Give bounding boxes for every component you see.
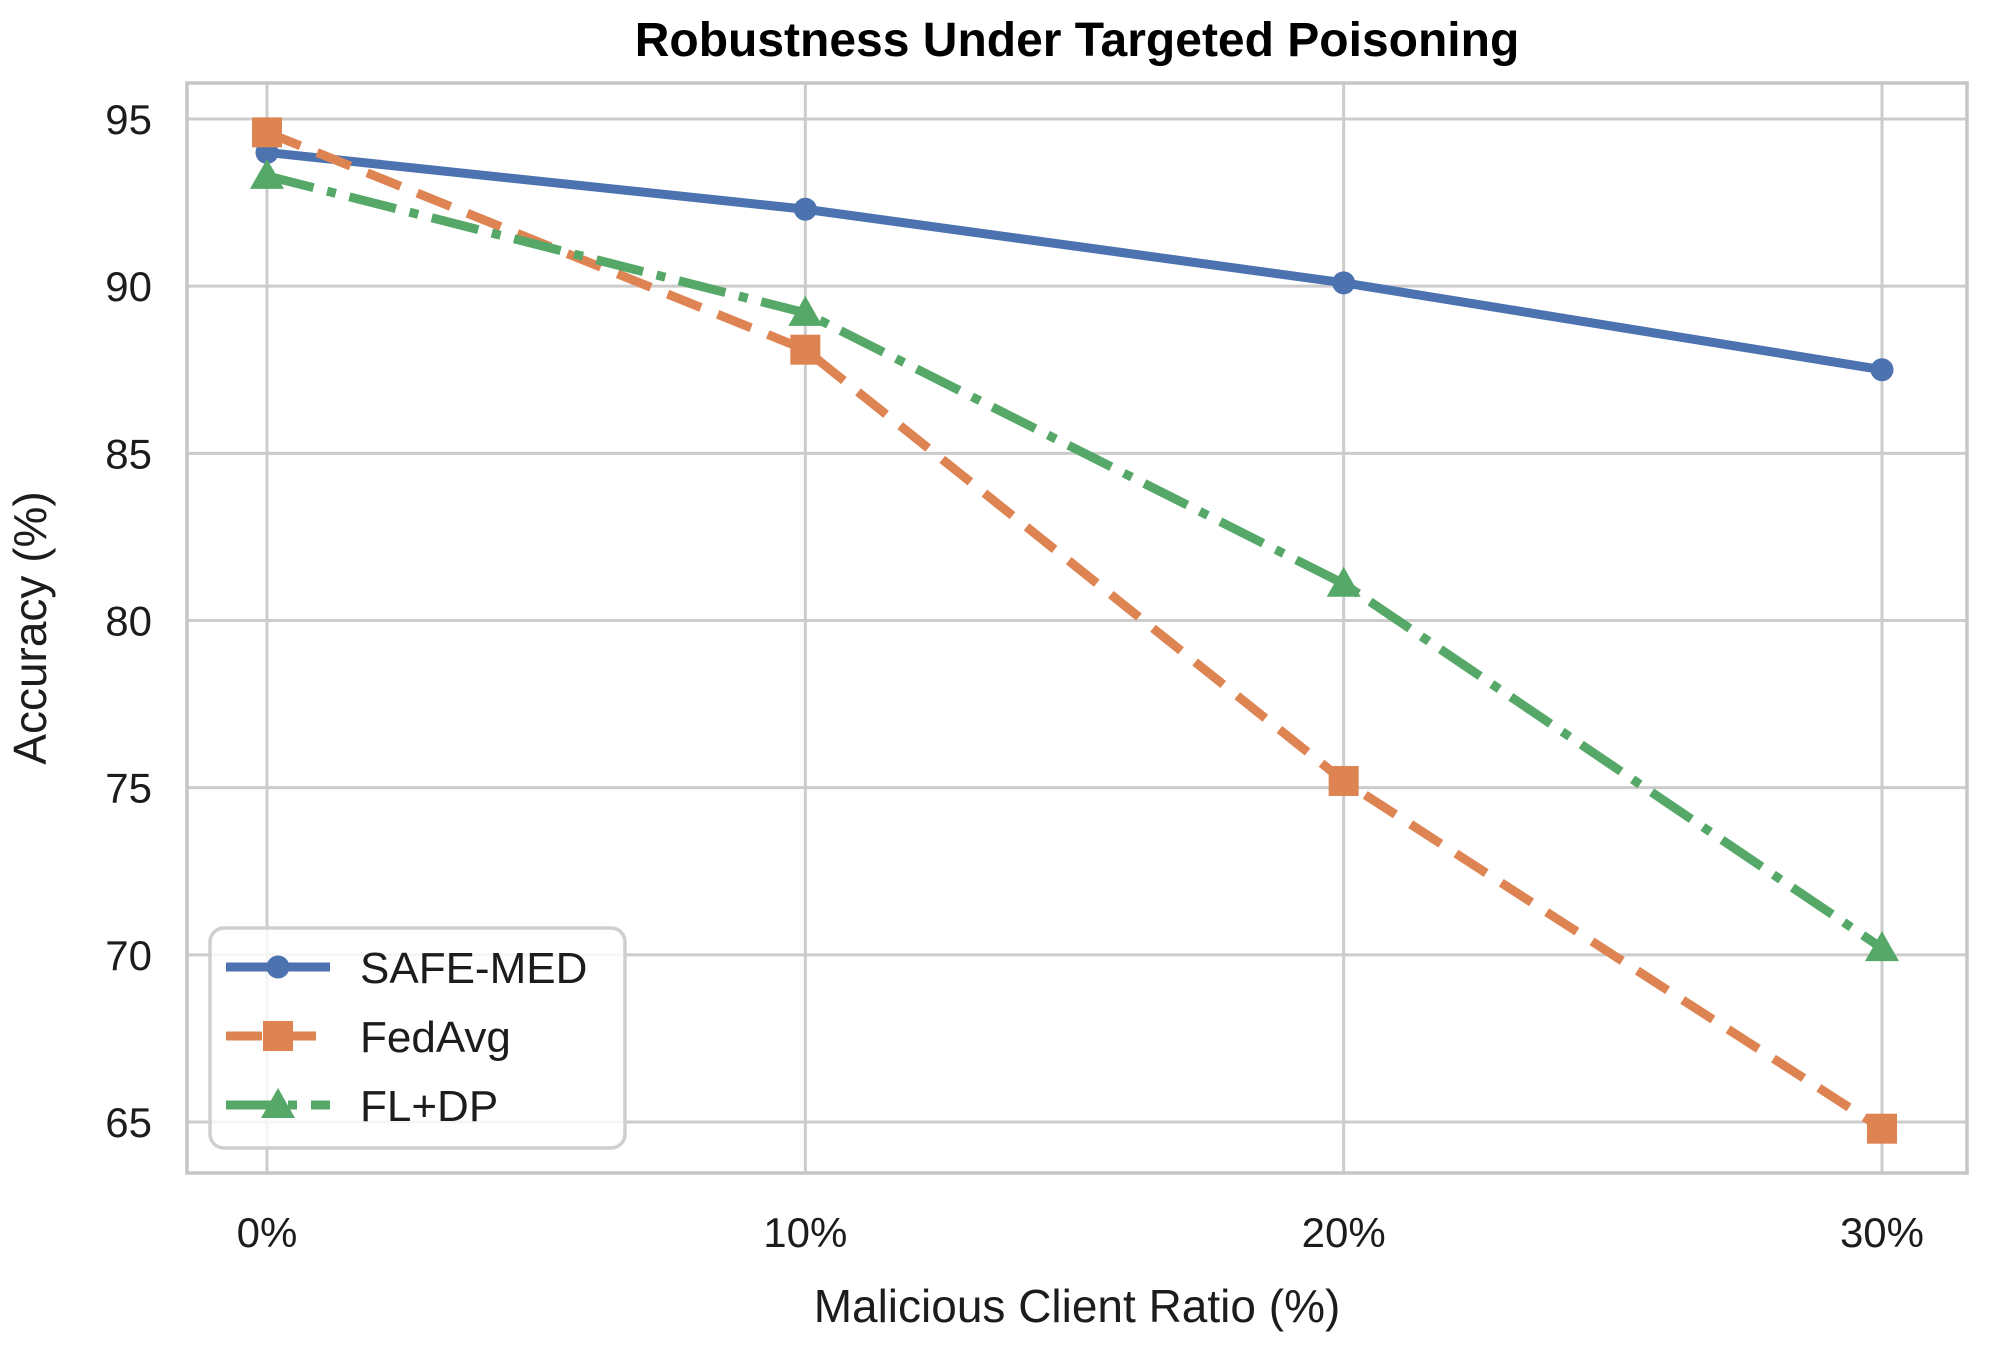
legend-item-safe-med: SAFE-MED <box>226 944 587 993</box>
data-point-safe-med <box>1870 358 1894 382</box>
legend-item-fedavg: FedAvg <box>226 1013 511 1062</box>
data-point-fl-dp <box>250 158 284 189</box>
series-line-fl-dp <box>265 171 1885 952</box>
y-tick-label: 65 <box>105 1099 152 1146</box>
data-point-fedavg <box>1866 1113 1897 1144</box>
series-layer <box>250 117 1899 1144</box>
y-tick-label: 85 <box>105 430 152 477</box>
y-axis-label: Accuracy (%) <box>4 491 56 764</box>
tick-labels: 65 70 75 80 85 90 95 0% 10% 20% 30% <box>105 96 1924 1256</box>
legend-marker-fedavg <box>263 1021 293 1051</box>
data-point-fl-dp <box>1326 566 1361 597</box>
legend-label-fl-dp: FL+DP <box>360 1082 498 1131</box>
data-point-safe-med <box>793 197 817 221</box>
x-tick-label: 30% <box>1840 1209 1924 1256</box>
x-tick-label: 10% <box>763 1209 847 1256</box>
y-tick-label: 95 <box>105 96 152 143</box>
legend-label-fedavg: FedAvg <box>360 1013 511 1062</box>
legend-label-safe-med: SAFE-MED <box>360 944 587 993</box>
legend-marker-fl-dp <box>261 1088 295 1118</box>
chart-title: Robustness Under Targeted Poisoning <box>635 14 1520 67</box>
y-tick-label: 70 <box>105 932 152 979</box>
legend-item-fl-dp: FL+DP <box>226 1082 498 1131</box>
legend: SAFE-MED FedAvg FL+DP <box>208 926 627 1150</box>
data-point-fedavg <box>252 117 282 148</box>
series-fl-dp <box>250 158 1899 962</box>
data-point-fedavg <box>1328 765 1359 796</box>
data-point-fl-dp <box>788 295 823 326</box>
y-tick-label: 80 <box>105 597 152 644</box>
plot-border <box>185 81 1969 1175</box>
data-point-fl-dp <box>1864 931 1899 962</box>
x-axis-label: Malicious Client Ratio (%) <box>814 1280 1341 1332</box>
data-point-fedavg <box>790 334 821 365</box>
x-tick-label: 0% <box>237 1209 298 1256</box>
legend-box <box>208 926 627 1150</box>
data-point-safe-med <box>1332 271 1356 295</box>
y-tick-label: 75 <box>105 765 152 812</box>
legend-marker-safe-med <box>266 955 290 979</box>
y-tick-label: 90 <box>105 263 152 310</box>
series-line-safe-med <box>266 147 1883 375</box>
series-safe-med <box>255 140 1894 382</box>
x-tick-label: 20% <box>1302 1209 1386 1256</box>
